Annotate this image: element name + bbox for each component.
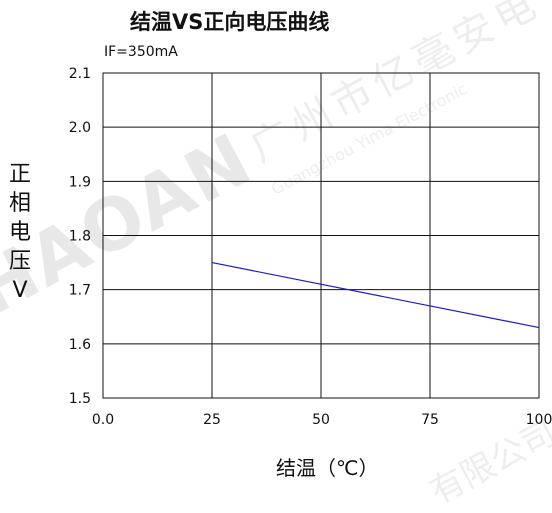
y-tick-label: 1.6	[69, 337, 91, 353]
series-line-0	[211, 261, 540, 329]
x-tick-label: 75	[421, 412, 439, 428]
chart-subtitle: IF=350mA	[104, 44, 178, 60]
x-tick-label: 50	[312, 412, 330, 428]
x-axis-title: 结温（℃）	[276, 456, 379, 480]
y-tick-label: 2.0	[69, 120, 91, 136]
y-tick-label: 1.5	[69, 391, 91, 407]
y-axis-title: 正 相 电 压 V	[8, 162, 31, 303]
y-tick-label: 1.7	[69, 283, 91, 299]
y-tick-label: 1.8	[69, 229, 91, 245]
y-tick-label: 1.9	[69, 174, 91, 190]
x-tick-labels: 0.0 25 50 75 100	[92, 412, 552, 428]
x-tick-label: 100	[526, 412, 552, 428]
plot-frame	[102, 72, 540, 399]
x-tick-label: 25	[203, 412, 221, 428]
y-tick-label: 2.1	[69, 66, 91, 82]
x-tick-label: 0.0	[92, 412, 114, 428]
chart-title: 结温VS正向电压曲线	[130, 10, 330, 34]
series-layer	[211, 261, 540, 329]
line-chart: 0.0 25 50 75 100 1.5 1.6 1.7 1.8 1.9 2.0 2.1	[69, 66, 552, 428]
y-tick-labels: 1.5 1.6 1.7 1.8 1.9 2.0 2.1	[69, 66, 91, 407]
